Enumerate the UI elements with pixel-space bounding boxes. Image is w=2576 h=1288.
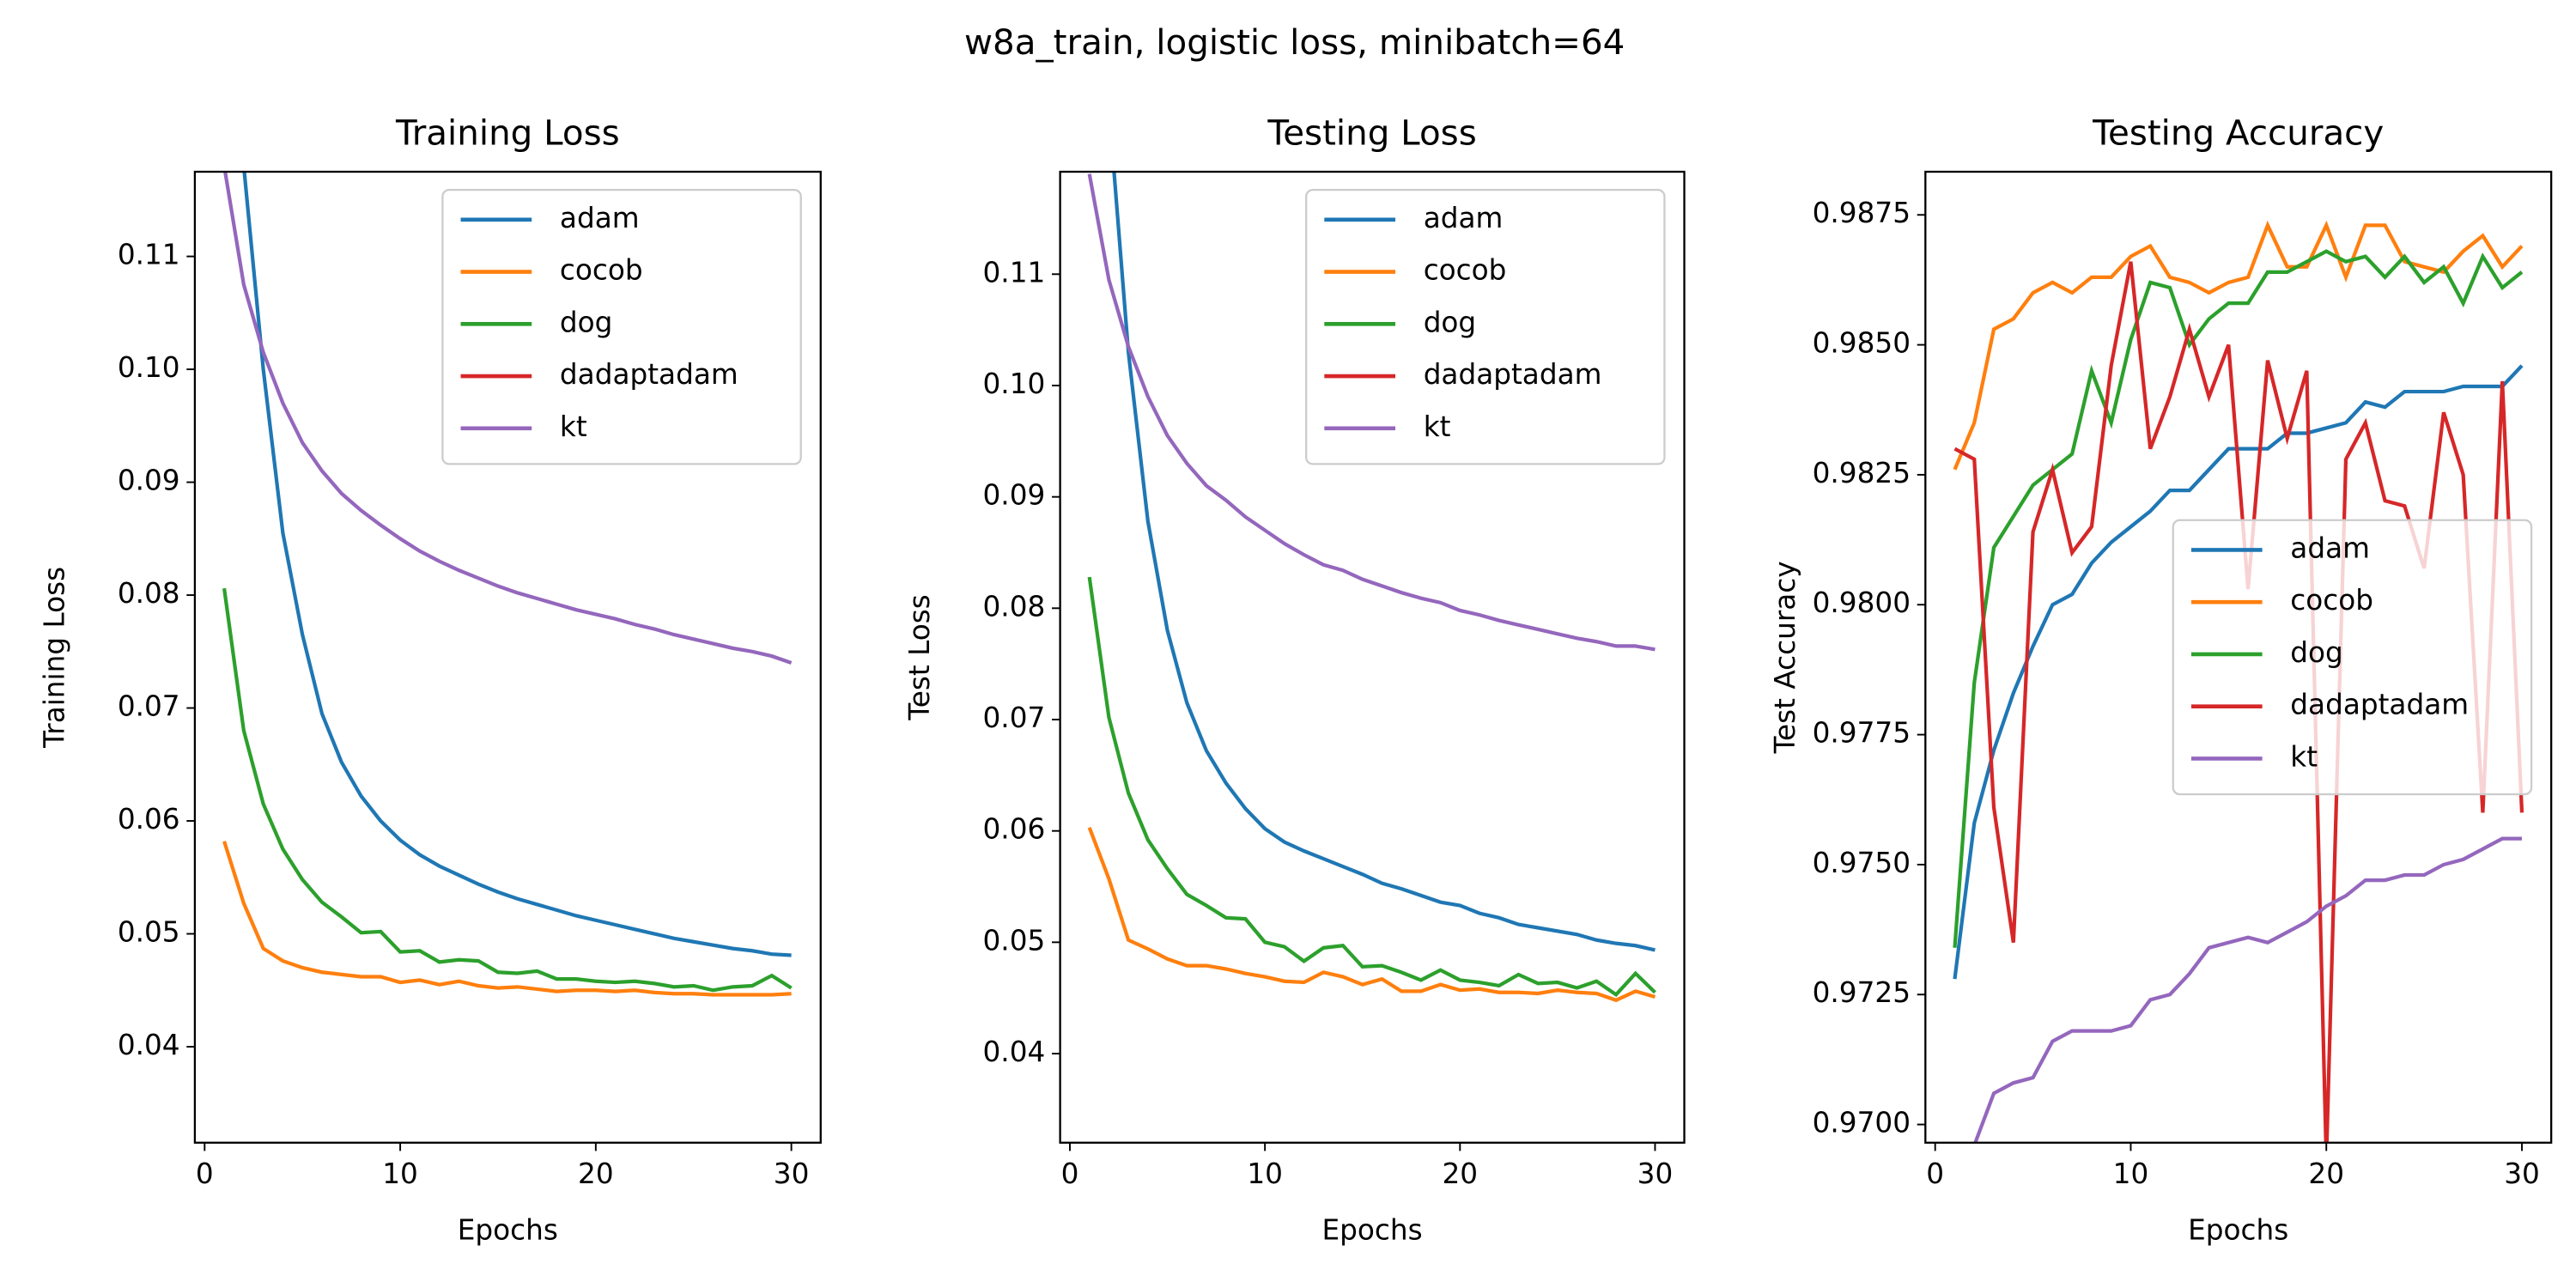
axes-frame: [193, 170, 822, 1144]
figure-title: w8a_train, logistic loss, minibatch=64: [964, 22, 1625, 63]
line-series: [1087, 173, 1656, 652]
y-tick-label: 0.9850: [1813, 327, 1911, 360]
x-tick-label: 30: [2504, 1157, 2540, 1190]
x-tick-label: 20: [578, 1157, 614, 1190]
legend-label: kt: [1424, 410, 1451, 443]
legend: adam cocob dog dadaptadam kt: [441, 189, 802, 465]
legend: adam cocob dog dadaptadam kt: [2172, 519, 2533, 796]
y-tick-label: 0.9825: [1813, 457, 1911, 489]
y-tick-label: 0.07: [118, 690, 180, 723]
line-series: [222, 587, 793, 993]
legend-label: dog: [560, 306, 613, 338]
subplot-title: Testing Accuracy: [2092, 113, 2384, 154]
y-tick-label: 0.04: [983, 1036, 1046, 1068]
line-series: [1087, 576, 1656, 998]
legend-label: kt: [2290, 740, 2318, 773]
legend-label: cocob: [1424, 254, 1507, 287]
subplot: Training Loss 0.04 0.05 0.06 0.07 0.08 0.09 0.1…: [38, 113, 822, 1247]
y-tick-label: 0.11: [118, 239, 180, 271]
x-axis-label: Epochs: [2188, 1214, 2288, 1247]
legend-frame: [441, 189, 802, 465]
line-series: [242, 172, 792, 957]
line-series: [222, 841, 792, 997]
x-tick-label: 30: [774, 1157, 810, 1190]
legend-label: dadaptadam: [2290, 689, 2469, 721]
x-axis-label: Epochs: [458, 1214, 558, 1247]
x-tick-label: 10: [382, 1157, 418, 1190]
legend-label: adam: [1424, 202, 1504, 234]
x-tick-label: 20: [1443, 1157, 1479, 1190]
y-tick-label: 0.07: [983, 702, 1046, 734]
y-axis-label: Training Loss: [38, 567, 70, 749]
y-tick-label: 0.08: [118, 577, 180, 610]
subplot: Testing Accuracy 0.9700 0.9725 0.9750 0.9775…: [1769, 113, 2553, 1247]
legend-label: adam: [2290, 532, 2370, 564]
y-tick-label: 0.9875: [1813, 197, 1911, 229]
y-tick-label: 0.09: [983, 479, 1046, 512]
x-tick-label: 0: [196, 1157, 214, 1190]
axes-frame: [1059, 170, 1686, 1144]
legend-label: cocob: [560, 254, 643, 287]
x-tick-label: 10: [1247, 1157, 1283, 1190]
legend-label: dadaptadam: [560, 358, 738, 391]
line-series: [223, 172, 793, 665]
x-tick-label: 0: [1061, 1157, 1079, 1190]
legend-label: dadaptadam: [1424, 358, 1602, 391]
y-tick-label: 0.9800: [1813, 586, 1911, 619]
legend-frame: [1305, 189, 1666, 465]
y-axis-label: Test Accuracy: [1769, 561, 1801, 754]
y-tick-label: 0.09: [118, 465, 180, 497]
y-tick-label: 0.9700: [1813, 1107, 1911, 1139]
y-tick-label: 0.06: [983, 813, 1046, 846]
legend-label: dog: [2290, 636, 2343, 669]
subplot-title: Testing Loss: [1267, 113, 1476, 154]
y-tick-label: 0.9725: [1813, 976, 1911, 1009]
legend-frame: [2172, 519, 2533, 796]
y-tick-label: 0.10: [118, 351, 180, 384]
x-tick-label: 0: [1926, 1157, 1944, 1190]
legend: adam cocob dog dadaptadam kt: [1305, 189, 1666, 465]
y-tick-label: 0.11: [983, 256, 1046, 289]
x-tick-label: 20: [2308, 1157, 2344, 1190]
legend-label: cocob: [2290, 584, 2373, 617]
y-tick-label: 0.04: [118, 1029, 180, 1061]
axes-frame: [1924, 170, 2553, 1144]
y-tick-label: 0.05: [118, 916, 180, 949]
line-series: [1953, 249, 2524, 948]
subplot: Testing Loss 0.04 0.05 0.06 0.07 0.08 0.09 0.10…: [903, 113, 1686, 1247]
y-tick-label: 0.10: [983, 368, 1046, 400]
y-tick-label: 0.9775: [1813, 717, 1911, 750]
line-series: [1953, 220, 2524, 471]
y-axis-label: Test Loss: [903, 594, 936, 720]
legend-label: kt: [560, 410, 587, 443]
y-tick-label: 0.05: [983, 924, 1046, 957]
line-series: [1973, 836, 2522, 1143]
line-series: [1112, 172, 1656, 952]
y-tick-label: 0.06: [118, 803, 180, 835]
x-tick-label: 10: [2113, 1157, 2149, 1190]
legend-label: adam: [560, 202, 640, 234]
x-axis-label: Epochs: [1322, 1214, 1423, 1247]
x-tick-label: 30: [1637, 1157, 1674, 1190]
line-series: [1087, 827, 1656, 1003]
y-tick-label: 0.08: [983, 590, 1046, 623]
legend-label: dog: [1424, 306, 1477, 338]
y-tick-label: 0.9750: [1813, 847, 1911, 879]
subplot-title: Training Loss: [395, 113, 620, 154]
